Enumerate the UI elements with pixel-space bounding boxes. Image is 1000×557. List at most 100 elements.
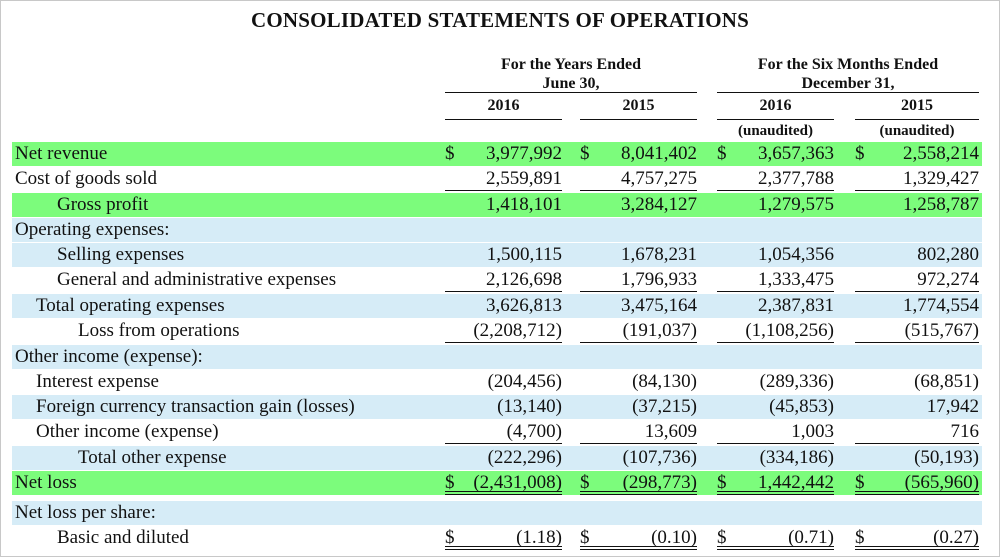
value-cell (445, 345, 562, 369)
value-amount: (0.27) (933, 527, 979, 548)
value-cell: $ (0.10) (580, 526, 697, 550)
value-amount: 1,418,101 (486, 194, 562, 215)
table-row: Other income (expense): (12, 345, 982, 369)
value-cell: 1,500,115 (445, 243, 562, 267)
value-amount: (68,851) (914, 371, 979, 392)
value-cell: 3,475,164 (580, 294, 697, 318)
value-amount: 1,796,933 (621, 269, 697, 290)
value-cell: 4,757,275 (580, 167, 697, 191)
row-label: Other income (expense): (15, 346, 203, 367)
value-amount: 17,942 (926, 396, 979, 417)
value-amount: (1,108,256) (745, 320, 834, 341)
value-amount: 8,041,402 (621, 143, 697, 164)
col-header-year: 2015 (901, 97, 933, 114)
dollar-sign: $ (445, 527, 455, 548)
col-header-underline (580, 119, 697, 120)
value-amount: (191,037) (622, 320, 697, 341)
dollar-sign: $ (445, 143, 455, 164)
row-label: Selling expenses (57, 244, 185, 265)
value-amount: 1,333,475 (758, 269, 834, 290)
value-cell (717, 218, 834, 242)
value-cell: (334,186) (717, 446, 834, 470)
value-cell: $1,442,442 (717, 471, 834, 495)
value-amount: (4,700) (506, 421, 562, 442)
row-label: Cost of goods sold (15, 168, 157, 189)
value-cell: (107,736) (580, 446, 697, 470)
row-label: Basic and diluted (57, 527, 189, 548)
value-cell: (13,140) (445, 395, 562, 419)
value-cell: $3,657,363 (717, 142, 834, 166)
value-cell: 972,274 (855, 268, 979, 292)
value-amount: (1.18) (516, 527, 562, 548)
value-cell: (37,215) (580, 395, 697, 419)
value-cell: $2,558,214 (855, 142, 979, 166)
value-amount: (45,853) (769, 396, 834, 417)
value-cell (717, 345, 834, 369)
value-amount: 2,558,214 (903, 143, 979, 164)
unaudited-note: (unaudited) (737, 123, 814, 139)
value-cell: 1,333,475 (717, 268, 834, 292)
six-months-line1: For the Six Months Ended (757, 56, 939, 73)
years-ended-header: For the Years Ended June 30, (445, 55, 697, 93)
value-amount: (84,130) (632, 371, 697, 392)
value-cell: 1,003 (717, 420, 834, 444)
dollar-sign: $ (717, 527, 727, 548)
row-label: Interest expense (36, 371, 159, 392)
value-amount: (204,456) (487, 371, 562, 392)
value-amount: (13,140) (497, 396, 562, 417)
value-amount: 3,475,164 (621, 295, 697, 316)
value-cell: $ (0.27) (855, 526, 979, 550)
dollar-sign: $ (855, 143, 865, 164)
dollar-sign: $ (580, 527, 590, 548)
row-label: Other income (expense) (36, 421, 219, 442)
value-amount: 716 (950, 421, 980, 442)
value-amount: 2,387,831 (758, 295, 834, 316)
value-cell (580, 218, 697, 242)
table-row: Total other expense (222,296) (107,736) (33… (12, 446, 982, 470)
value-cell: $ (2,431,008) (445, 471, 562, 495)
value-amount: (565,960) (904, 472, 979, 493)
value-cell (855, 345, 979, 369)
value-cell: (222,296) (445, 446, 562, 470)
value-amount: 3,284,127 (621, 194, 697, 215)
dollar-sign: $ (445, 472, 455, 493)
value-cell: 1,418,101 (445, 193, 562, 217)
years-ended-line1: For the Years Ended (501, 56, 641, 73)
row-label: Gross profit (57, 194, 149, 215)
value-amount: 1,678,231 (621, 244, 697, 265)
value-cell (580, 345, 697, 369)
value-amount: 2,126,698 (486, 269, 562, 290)
value-amount: (298,773) (622, 472, 697, 493)
table-row: Gross profit 1,418,101 3,284,127 1,279,575 1… (12, 193, 982, 217)
table-row: Net loss per share: (12, 501, 982, 525)
value-cell (445, 501, 562, 525)
row-label: Operating expenses: (15, 219, 170, 240)
value-cell: 2,126,698 (445, 268, 562, 292)
value-amount: 4,757,275 (621, 168, 697, 189)
row-label: Net revenue (15, 143, 108, 164)
value-cell: 2,377,788 (717, 167, 834, 191)
value-cell: (289,336) (717, 370, 834, 394)
value-cell (717, 501, 834, 525)
value-amount: 1,500,115 (486, 244, 562, 265)
row-label: Net loss (15, 472, 77, 493)
value-amount: (0.10) (651, 527, 697, 548)
value-cell: $3,977,992 (445, 142, 562, 166)
value-amount: 1,442,442 (758, 472, 834, 493)
value-amount: 802,280 (917, 244, 979, 265)
value-cell: 2,387,831 (717, 294, 834, 318)
row-label: Net loss per share: (15, 502, 156, 523)
value-amount: (2,208,712) (473, 320, 562, 341)
table-row: Interest expense (204,456) (84,130) (289,33… (12, 370, 982, 394)
value-amount: 2,377,788 (758, 168, 834, 189)
value-cell: 1,796,933 (580, 268, 697, 292)
value-amount: 13,609 (644, 421, 697, 442)
six-months-header-underline (717, 92, 979, 93)
col-header-underline (445, 119, 562, 120)
value-cell: 3,284,127 (580, 193, 697, 217)
dollar-sign: $ (855, 527, 865, 548)
col-header-underline (717, 119, 834, 120)
value-cell: 13,609 (580, 420, 697, 444)
statement-title: CONSOLIDATED STATEMENTS OF OPERATIONS (250, 8, 750, 32)
value-cell: (68,851) (855, 370, 979, 394)
